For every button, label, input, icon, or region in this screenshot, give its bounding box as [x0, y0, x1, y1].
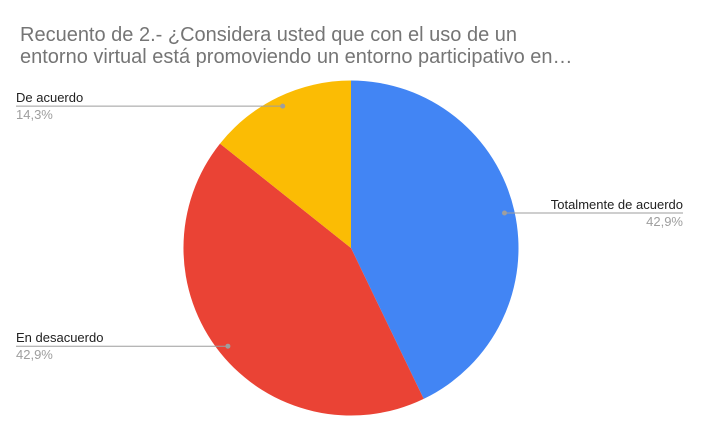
slice-percent: 14,3% — [16, 107, 53, 123]
slice-label: De acuerdo — [16, 90, 84, 106]
pie-slice-en-desacuerdo[interactable] — [183, 143, 424, 416]
pie-slice-de-acuerdo[interactable] — [220, 80, 351, 249]
leader-dot — [280, 103, 286, 109]
leader-dot — [225, 343, 231, 349]
slice-percent: 42,9% — [646, 213, 683, 229]
slice-label: En desacuerdo — [16, 330, 104, 346]
pie-slice-totalmente-de-acuerdo[interactable] — [351, 80, 519, 399]
chart-title: Recuento de 2.- ¿Considera usted que con… — [20, 24, 573, 68]
slice-label: Totalmente de acuerdo — [550, 196, 683, 212]
slice-percent: 42,9% — [16, 347, 53, 363]
leader-dot — [502, 210, 507, 216]
